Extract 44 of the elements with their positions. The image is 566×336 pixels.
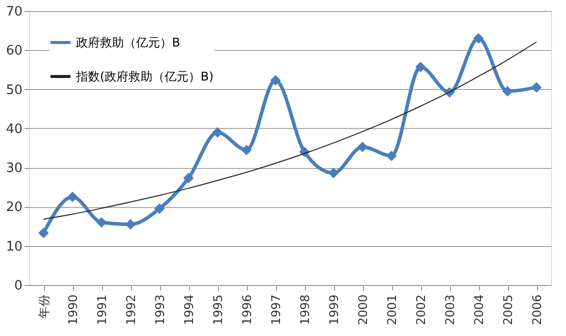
point: [270, 75, 281, 86]
x-tick-label: 1999: [327, 294, 341, 326]
point: [38, 228, 49, 238]
x-tick-label: 2005: [501, 294, 515, 326]
x-tick-label: 2000: [356, 294, 370, 326]
x-tick-label: 2001: [385, 294, 399, 326]
x-tick-label: 2006: [530, 294, 544, 326]
x-tick-label: 1996: [240, 294, 254, 326]
y-tick-label: 20: [6, 200, 22, 216]
point: [386, 150, 397, 162]
x-tick-label: 2004: [472, 294, 486, 326]
x-tick-label: 2002: [414, 294, 428, 326]
y-tick-label: 10: [6, 239, 22, 254]
x-tick-label: 年份: [37, 294, 51, 318]
x-tick-label: 1992: [124, 294, 138, 326]
x-tick-label: 2003: [443, 294, 457, 326]
x-tick-label: 1994: [182, 294, 196, 326]
x-tick-label: 1991: [95, 294, 109, 326]
y-tick-label: 50: [6, 82, 22, 98]
x-tick-label: 1995: [211, 294, 225, 326]
point: [154, 203, 165, 214]
point: [328, 168, 339, 178]
legend-label: 政府救助（亿元）B: [76, 36, 180, 50]
x-tick-label: 1998: [298, 294, 312, 326]
point: [125, 219, 136, 230]
y-tick-label: 30: [6, 161, 22, 176]
point: [183, 172, 194, 184]
point: [415, 62, 426, 72]
y-tick-label: 70: [6, 4, 22, 20]
y-tick-label: 60: [6, 44, 22, 59]
point: [531, 82, 542, 93]
y-tick-label: 0: [14, 278, 22, 294]
x-tick-label: 1990: [66, 294, 80, 326]
x-tick-label: 1997: [269, 294, 283, 326]
point: [96, 217, 107, 228]
point: [473, 33, 484, 44]
x-tick-label: 1993: [153, 294, 167, 326]
point: [67, 192, 78, 202]
legend-label: 指数(政府救助（亿元）B): [75, 70, 214, 84]
point: [357, 142, 368, 152]
point: [502, 86, 513, 96]
point: [241, 144, 252, 156]
y-tick-label: 40: [6, 122, 22, 137]
point: [212, 127, 223, 138]
